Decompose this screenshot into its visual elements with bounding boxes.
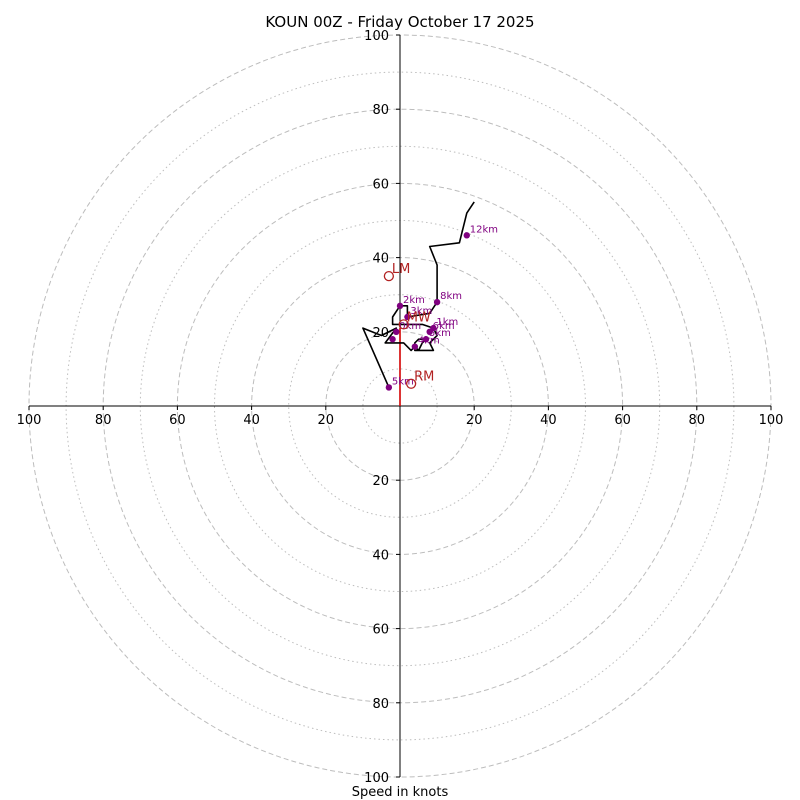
height-marker-dot	[404, 313, 411, 321]
y-tick-label: 80	[372, 697, 389, 712]
chart-title: KOUN 00Z - Friday October 17 2025	[265, 13, 534, 31]
height-marker-dot	[396, 302, 404, 310]
height-marker-dot	[411, 343, 419, 350]
height-marker-label: 4km	[418, 336, 440, 347]
motion-marker-label: LM	[392, 262, 410, 277]
y-tick-label: 100	[364, 29, 389, 44]
y-tick-label: 60	[372, 623, 389, 638]
x-tick-label: 60	[614, 413, 631, 428]
x-tick-label: 40	[243, 413, 260, 428]
height-marker-label: 5km	[392, 376, 414, 387]
x-tick-label: 20	[466, 413, 483, 428]
height-marker-label: 12km	[470, 224, 498, 235]
x-tick-label: 20	[318, 413, 335, 428]
tick-labels: 100 80 60 40 20 20 40 60 80 100 100 80 60 40 20 20 40 60 8…	[17, 29, 784, 786]
height-marker-label: 1km	[436, 317, 458, 328]
height-marker-label: 0km	[399, 321, 421, 332]
height-marker-dot	[389, 336, 396, 343]
x-tick-label: 100	[17, 413, 42, 428]
motion-marker-circle	[383, 270, 395, 282]
y-tick-label: 20	[372, 326, 389, 341]
y-tick-label: 40	[372, 548, 389, 563]
y-tick-label: 20	[372, 474, 389, 489]
height-marker-dot	[385, 384, 393, 391]
x-tick-label: 40	[540, 413, 557, 428]
storm-motion-markers: LM RM MW	[383, 262, 434, 389]
height-marker-label: 8km	[440, 291, 462, 302]
x-tick-label: 80	[689, 413, 706, 428]
y-tick-label: 80	[372, 103, 389, 118]
y-tick-label: 100	[364, 771, 389, 786]
x-axis-label: Speed in knots	[352, 785, 449, 800]
height-marker-dot	[422, 336, 430, 343]
motion-marker-circle	[405, 378, 417, 389]
height-marker-label: 5km	[429, 328, 451, 339]
height-marker-label: 2km	[403, 295, 425, 306]
x-tick-label: 80	[95, 413, 112, 428]
motion-marker-label: RM	[414, 370, 434, 385]
motion-marker-circle	[398, 319, 409, 330]
y-tick-label: 60	[372, 177, 389, 192]
motion-marker-label: MW	[407, 310, 431, 325]
x-tick-label: 60	[169, 413, 186, 428]
height-marker-label: 6km	[433, 321, 455, 332]
height-marker-dot	[430, 324, 437, 332]
height-marker-dot	[393, 328, 400, 335]
height-marker-dot	[463, 232, 470, 239]
x-tick-label: 100	[759, 413, 784, 428]
height-marker-label: 3km	[410, 306, 432, 317]
y-tick-label: 40	[372, 252, 389, 267]
height-marker-dot	[433, 298, 441, 306]
